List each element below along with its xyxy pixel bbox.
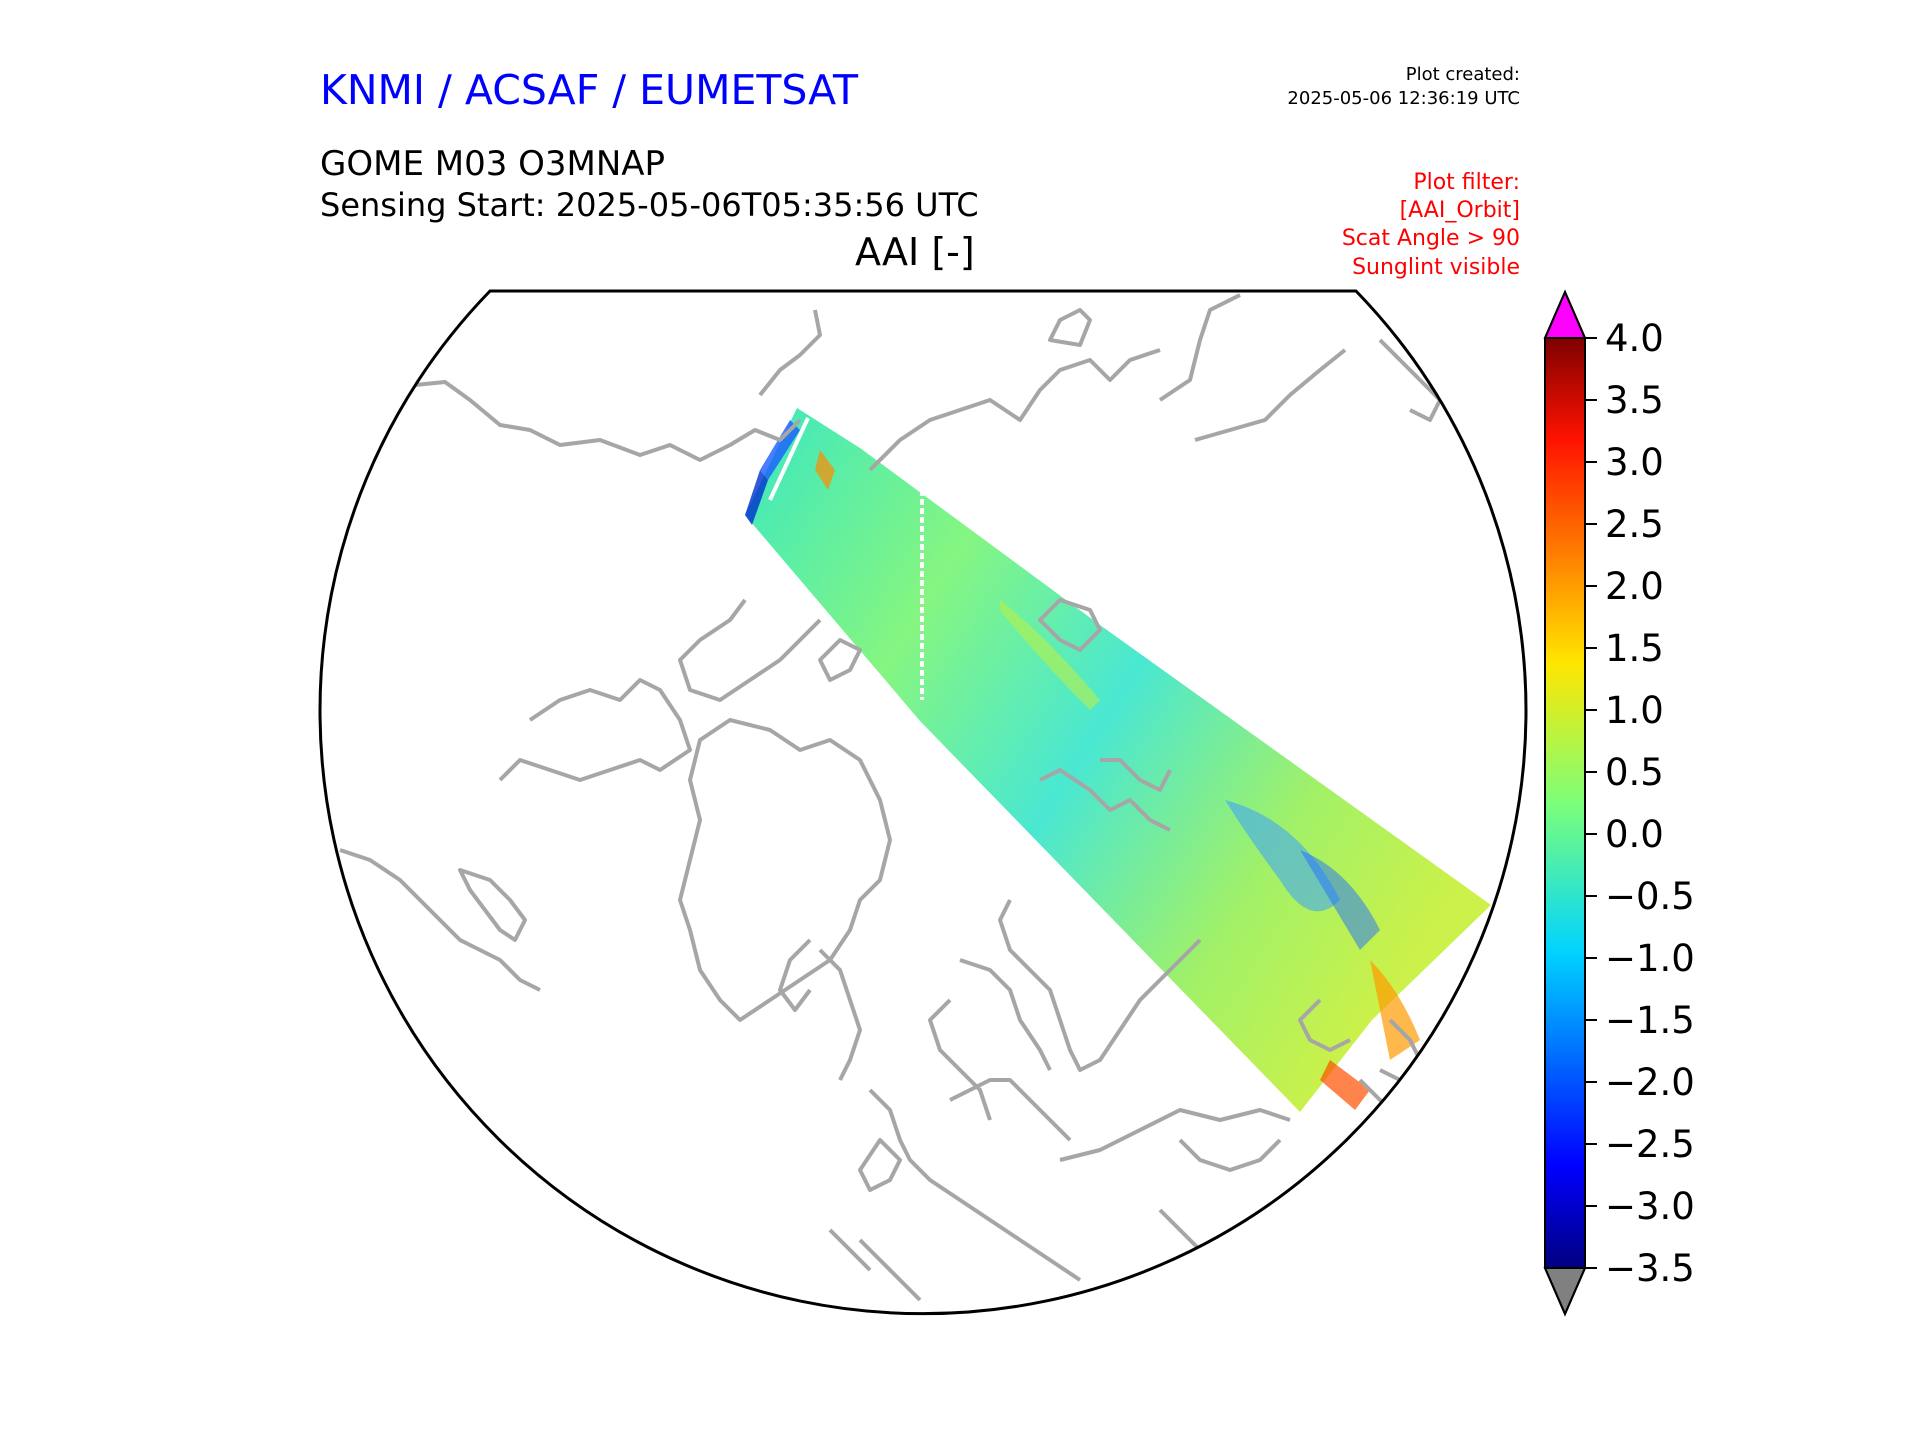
colorbar-body bbox=[1545, 338, 1585, 1268]
filter-line-3: Scat Angle > 90 bbox=[1341, 226, 1520, 251]
colorbar-tick-label: 2.0 bbox=[1605, 565, 1664, 608]
filter-line-4: Sunglint visible bbox=[1352, 255, 1520, 280]
product-name: GOME M03 O3MNAP bbox=[320, 144, 666, 184]
map-area bbox=[339, 293, 1491, 1302]
colorbar-tick-label: 4.0 bbox=[1605, 317, 1664, 360]
colorbar-tick-label: −1.0 bbox=[1605, 937, 1695, 980]
plot-created-label: Plot created: bbox=[1405, 64, 1520, 85]
colorbar-tick-label: 1.5 bbox=[1605, 627, 1664, 670]
colorbar-tick-label: 2.5 bbox=[1605, 503, 1664, 546]
map-title: AAI [-] bbox=[855, 230, 975, 274]
colorbar-tick-label: 1.0 bbox=[1605, 689, 1664, 732]
colorbar-tick-label: 0.5 bbox=[1605, 751, 1664, 794]
plot-created-timestamp: 2025-05-06 12:36:19 UTC bbox=[1287, 88, 1520, 109]
provider-title: KNMI / ACSAF / EUMETSAT bbox=[320, 66, 859, 114]
colorbar-tick-label: −3.0 bbox=[1605, 1185, 1695, 1228]
coastlines bbox=[339, 293, 1442, 1302]
filter-line-1: Plot filter: bbox=[1413, 170, 1520, 195]
colorbar-extend-min bbox=[1543, 1267, 1587, 1317]
colorbar-tick-label: 3.5 bbox=[1605, 379, 1664, 422]
filter-line-2: [AAI_Orbit] bbox=[1399, 198, 1520, 223]
colorbar-tick-label: 3.0 bbox=[1605, 441, 1664, 484]
colorbar-tick-label: −2.0 bbox=[1605, 1061, 1695, 1104]
map-boundary bbox=[318, 289, 1528, 1316]
swath-features bbox=[745, 417, 1420, 1110]
colorbar-tick-label: −2.5 bbox=[1605, 1123, 1695, 1166]
colorbar-extend-max bbox=[1543, 289, 1587, 339]
sensing-start: Sensing Start: 2025-05-06T05:35:56 UTC bbox=[320, 186, 979, 224]
colorbar-tick-label: 0.0 bbox=[1605, 813, 1664, 856]
colorbar: 4.0 3.5 3.0 2.5 2.0 1.5 1.0 0.5 0.0 −0.5 −1.0 −1.5 −… bbox=[1543, 289, 1695, 1317]
colorbar-tick-label: −0.5 bbox=[1605, 875, 1695, 918]
colorbar-tick-label: −3.5 bbox=[1605, 1247, 1695, 1290]
colorbar-tick-label: −1.5 bbox=[1605, 999, 1695, 1042]
